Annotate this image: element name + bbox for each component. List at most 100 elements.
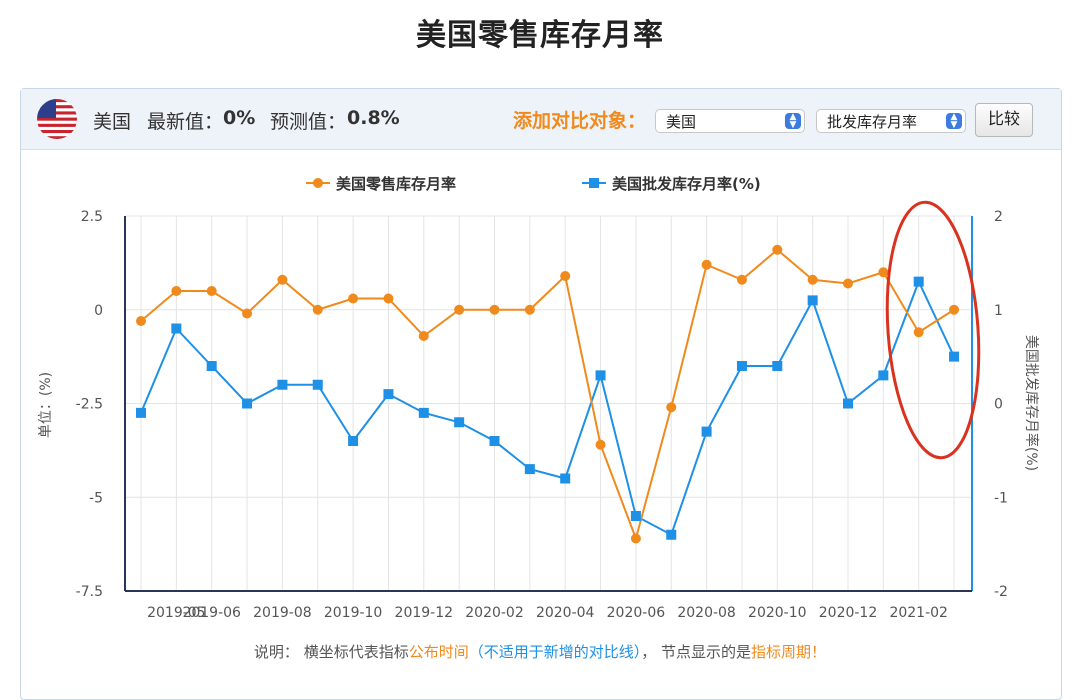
note-prefix: 说明： 横坐标代表指标 <box>253 643 409 661</box>
x-tick-label: 2019-12 <box>395 605 454 621</box>
data-point-wholesale <box>489 436 500 446</box>
note-not-applicable: 不适用于新增的对比线 <box>483 643 634 661</box>
y-left-tick-label: -7.5 <box>76 584 103 600</box>
series-line-wholesale <box>140 279 955 537</box>
data-point-retail <box>666 402 677 413</box>
legend-label-retail: 美国零售库存月率 <box>336 175 456 193</box>
page-title: 美国零售库存月率 <box>416 18 664 53</box>
y-right-tick-label: -1 <box>994 490 1008 506</box>
select-arrows-icon: ▲ ▼ <box>785 113 801 130</box>
data-point-wholesale <box>524 464 535 475</box>
data-point-wholesale <box>348 436 359 446</box>
forecast-label: 预测值： <box>270 111 347 133</box>
data-point-wholesale <box>383 389 394 400</box>
data-point-retail <box>242 308 253 319</box>
x-tick-label: 2019-06 <box>182 605 241 621</box>
data-point-retail <box>772 244 783 255</box>
data-point-retail <box>560 271 571 281</box>
data-point-wholesale <box>843 398 853 409</box>
data-point-wholesale <box>206 361 217 371</box>
x-tick-label: 2019-08 <box>253 605 312 621</box>
data-point-retail <box>949 304 960 315</box>
chart-note: 说明： 横坐标代表指标公布时间（不适用于新增的对比线）， 节点显示的是指标周期！ <box>0 641 1080 662</box>
data-point-wholesale <box>630 511 641 521</box>
data-point-wholesale <box>913 276 924 287</box>
x-tick-label: 2020-02 <box>465 605 524 621</box>
note-time: 公布时间 <box>408 643 469 661</box>
latest-value: 0% <box>223 107 256 129</box>
data-point-retail <box>878 267 889 278</box>
data-point-wholesale <box>949 351 960 362</box>
panel-header: 美国 最新值： 0% 预测值： 0.8% 添加对比对象： 美国 ▲ ▼ 批发库存月… <box>21 89 1061 150</box>
data-point-retail <box>277 274 288 285</box>
legend-marker-retail <box>313 178 323 188</box>
data-point-wholesale <box>242 398 253 409</box>
country-select[interactable]: 美国 ▲ ▼ <box>655 109 805 133</box>
select-arrows-icon: ▲ ▼ <box>946 113 962 130</box>
data-point-wholesale <box>171 323 182 334</box>
y-right-axis-title: 美国批发库存月率(%) <box>1023 335 1040 471</box>
y-right-tick-label: -2 <box>994 584 1008 600</box>
y-right-tick-label: 2 <box>994 209 1003 225</box>
data-point-wholesale <box>418 407 429 418</box>
data-point-retail <box>206 286 217 296</box>
x-tick-label: 2020-06 <box>607 605 666 621</box>
y-left-tick-label: -2.5 <box>76 397 103 413</box>
data-point-retail <box>595 439 606 450</box>
data-point-retail <box>171 286 182 296</box>
data-point-wholesale <box>807 295 818 306</box>
data-point-wholesale <box>136 407 146 418</box>
data-point-retail <box>454 304 465 315</box>
compare-button[interactable]: 比较 <box>975 103 1033 137</box>
x-tick-label: 2019-10 <box>324 605 383 621</box>
x-tick-label: 2020-04 <box>536 605 595 621</box>
x-tick-label: 2020-12 <box>819 605 878 621</box>
data-point-wholesale <box>736 361 747 371</box>
data-point-retail <box>489 304 500 315</box>
data-point-wholesale <box>666 529 677 540</box>
y-left-tick-label: 2.5 <box>81 209 103 225</box>
y-right-tick-label: 1 <box>994 303 1003 319</box>
data-point-retail <box>524 304 535 315</box>
data-point-retail <box>418 331 429 341</box>
data-point-retail <box>807 274 818 285</box>
data-point-wholesale <box>595 370 606 381</box>
data-point-wholesale <box>454 417 465 428</box>
data-point-wholesale <box>701 426 712 437</box>
data-point-wholesale <box>277 379 288 390</box>
country-select-value: 美国 <box>666 113 697 131</box>
y-left-tick-label: 0 <box>94 303 103 319</box>
series-line-retail <box>140 248 955 542</box>
legend-marker-wholesale <box>589 178 599 188</box>
y-right-tick-label: 0 <box>994 397 1003 413</box>
country-name: 美国 <box>93 111 132 133</box>
note-period: 指标周期！ <box>751 643 827 661</box>
data-point-retail <box>312 304 323 315</box>
forecast-value: 0.8% <box>347 107 400 129</box>
legend-label-wholesale: 美国批发库存月率(%) <box>612 175 761 193</box>
data-point-wholesale <box>312 379 323 390</box>
note-paren-open: （ <box>468 643 484 661</box>
data-point-retail <box>136 316 146 326</box>
data-point-retail <box>843 278 853 289</box>
y-left-axis-title: 单位：(%) <box>38 372 54 438</box>
compare-label: 添加对比对象： <box>513 110 647 132</box>
chart-panel: 美国 最新值： 0% 预测值： 0.8% 添加对比对象： 美国 ▲ ▼ 批发库存月… <box>20 88 1062 700</box>
data-point-retail <box>383 293 394 304</box>
latest-label: 最新值： <box>147 111 224 133</box>
data-point-retail <box>630 533 641 544</box>
highlight-ellipse <box>885 200 981 460</box>
indicator-select[interactable]: 批发库存月率 ▲ ▼ <box>816 109 966 133</box>
note-paren-close: ） <box>633 643 642 661</box>
data-point-retail <box>701 259 712 270</box>
data-point-wholesale <box>878 370 889 381</box>
x-tick-label: 2020-08 <box>677 605 736 621</box>
note-middle: ， 节点显示的是 <box>641 643 752 661</box>
x-tick-label: 2020-10 <box>748 605 807 621</box>
data-point-wholesale <box>560 473 571 484</box>
data-point-retail <box>913 327 924 338</box>
data-point-retail <box>348 293 359 304</box>
data-point-retail <box>736 274 747 285</box>
data-point-wholesale <box>772 361 783 371</box>
